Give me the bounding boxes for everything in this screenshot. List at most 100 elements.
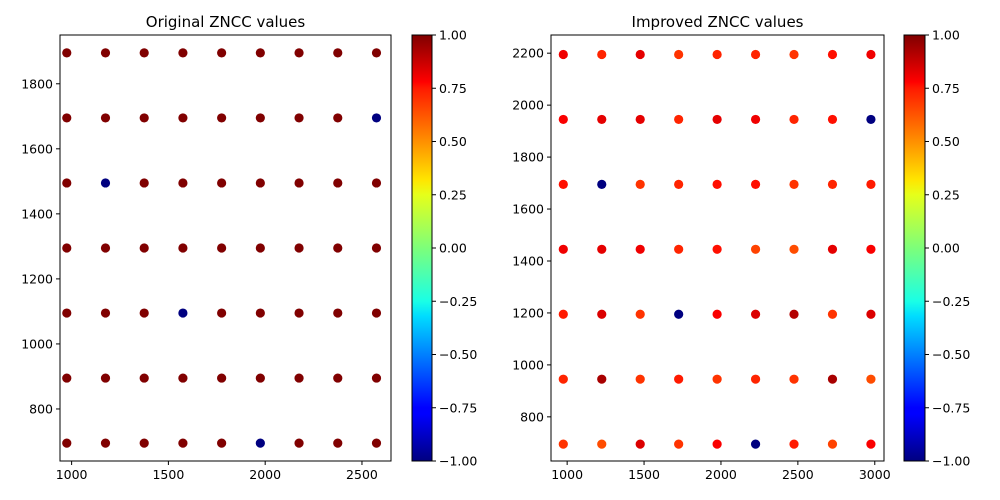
data-point xyxy=(217,113,227,123)
data-point xyxy=(597,114,607,125)
colorbar-tick-label: 0.75 xyxy=(932,81,960,96)
y-tick-label: 1200 xyxy=(512,305,544,320)
data-point xyxy=(866,49,876,60)
data-point xyxy=(597,49,607,60)
data-point xyxy=(674,114,684,125)
data-point xyxy=(255,308,265,318)
colorbar-tick-label: 0.00 xyxy=(439,241,467,256)
data-point xyxy=(827,439,838,449)
chart-panel: Original ZNCC values 1000 1500 2000 2500 800 1… xyxy=(21,13,477,482)
data-point xyxy=(712,309,722,319)
data-point xyxy=(178,308,188,318)
data-point xyxy=(712,49,722,60)
data-point xyxy=(750,49,761,60)
colorbar-tick-label: 1.00 xyxy=(439,28,467,43)
data-point xyxy=(62,243,72,253)
data-point xyxy=(635,49,645,60)
colorbar-tick-label: 0.50 xyxy=(439,134,467,149)
data-point xyxy=(635,374,645,384)
data-point xyxy=(62,113,72,123)
data-point xyxy=(333,178,343,188)
data-point xyxy=(371,373,382,383)
data-point xyxy=(255,373,265,383)
chart-title: Improved ZNCC values xyxy=(632,13,804,31)
x-tick-label: 2500 xyxy=(346,467,378,482)
data-point xyxy=(674,374,684,384)
data-point xyxy=(139,243,149,253)
data-point xyxy=(789,179,799,189)
data-point xyxy=(217,243,227,253)
data-point xyxy=(100,308,111,318)
data-point xyxy=(866,439,876,449)
data-point xyxy=(635,309,645,319)
data-point xyxy=(178,373,188,383)
x-tick-label: 1000 xyxy=(56,467,88,482)
data-point xyxy=(558,244,568,254)
data-point xyxy=(100,113,111,123)
y-tick-label: 1800 xyxy=(512,150,544,165)
data-point xyxy=(139,373,149,383)
data-point xyxy=(866,374,876,384)
data-point xyxy=(100,373,111,383)
y-tick-label: 2000 xyxy=(512,98,544,113)
data-point xyxy=(789,374,799,384)
data-point xyxy=(255,113,265,123)
data-point xyxy=(62,178,72,188)
data-point xyxy=(866,114,876,125)
x-tick-label: 2500 xyxy=(782,467,814,482)
data-point xyxy=(789,114,799,125)
y-tick-label: 2200 xyxy=(512,46,544,61)
data-point xyxy=(635,114,645,125)
chart-title: Original ZNCC values xyxy=(146,13,306,31)
data-point xyxy=(100,438,111,448)
data-point xyxy=(789,309,799,319)
colorbar-tick-label: −1.00 xyxy=(932,454,970,469)
data-point xyxy=(333,48,343,58)
data-point xyxy=(294,178,304,188)
data-point xyxy=(178,113,188,123)
data-point xyxy=(62,373,72,383)
x-tick-label: 1500 xyxy=(152,467,184,482)
data-point xyxy=(750,114,761,125)
data-point xyxy=(827,374,838,384)
data-point xyxy=(827,179,838,189)
colorbar-tick-label: −0.50 xyxy=(439,347,477,362)
colorbar-tick-label: 0.25 xyxy=(932,187,960,202)
data-point xyxy=(712,179,722,189)
data-point xyxy=(674,309,684,319)
data-point xyxy=(558,374,568,384)
data-point xyxy=(294,243,304,253)
data-point xyxy=(139,113,149,123)
data-point xyxy=(217,308,227,318)
chart-panel: Improved ZNCC values 1000 1500 2000 2500 3000… xyxy=(512,13,970,482)
data-point xyxy=(674,439,684,449)
data-point xyxy=(371,308,382,318)
data-point xyxy=(100,48,111,58)
data-point xyxy=(674,49,684,60)
colorbar-tick-label: −0.25 xyxy=(932,294,970,309)
data-point xyxy=(100,243,111,253)
data-point xyxy=(712,374,722,384)
data-point xyxy=(712,439,722,449)
y-tick-label: 800 xyxy=(520,409,544,424)
colorbar-tick-label: 0.75 xyxy=(439,81,467,96)
colorbar xyxy=(904,35,925,461)
y-tick-label: 1600 xyxy=(512,202,544,217)
data-point xyxy=(597,309,607,319)
data-point xyxy=(62,308,72,318)
data-point xyxy=(333,308,343,318)
data-point xyxy=(371,243,382,253)
data-point xyxy=(100,178,111,188)
data-point xyxy=(139,178,149,188)
data-point xyxy=(597,374,607,384)
data-point xyxy=(789,49,799,60)
y-tick-label: 1000 xyxy=(21,336,53,351)
colorbar-tick-label: 0.25 xyxy=(439,187,467,202)
colorbar-tick-label: 0.00 xyxy=(932,241,960,256)
data-point xyxy=(597,439,607,449)
data-point xyxy=(635,439,645,449)
data-point xyxy=(866,309,876,319)
data-point xyxy=(217,438,227,448)
data-point xyxy=(866,179,876,189)
